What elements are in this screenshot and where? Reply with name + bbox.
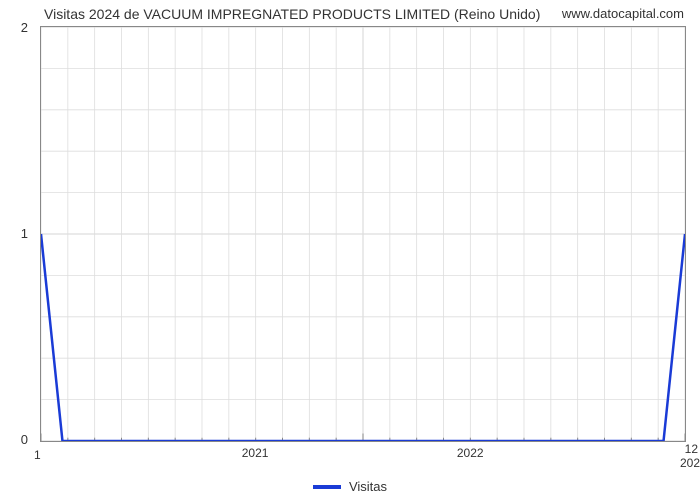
- chart-svg: [41, 27, 685, 441]
- source-label: www.datocapital.com: [562, 6, 684, 22]
- chart-container: Visitas 2024 de VACUUM IMPREGNATED PRODU…: [0, 0, 700, 500]
- legend-label: Visitas: [349, 479, 387, 494]
- legend: Visitas: [0, 479, 700, 494]
- x-tick-label: 2021: [242, 446, 269, 460]
- x-right-cap-top: 12: [685, 442, 698, 456]
- y-tick-label: 1: [8, 226, 28, 241]
- y-tick-label: 0: [8, 432, 28, 447]
- legend-swatch: [313, 485, 341, 489]
- x-tick-label: 2022: [457, 446, 484, 460]
- x-labels-row: 2021 2022: [40, 446, 686, 464]
- title-row: Visitas 2024 de VACUUM IMPREGNATED PRODU…: [0, 6, 700, 22]
- y-tick-label: 2: [8, 20, 28, 35]
- plot-area: [40, 26, 686, 442]
- chart-title: Visitas 2024 de VACUUM IMPREGNATED PRODU…: [44, 6, 540, 22]
